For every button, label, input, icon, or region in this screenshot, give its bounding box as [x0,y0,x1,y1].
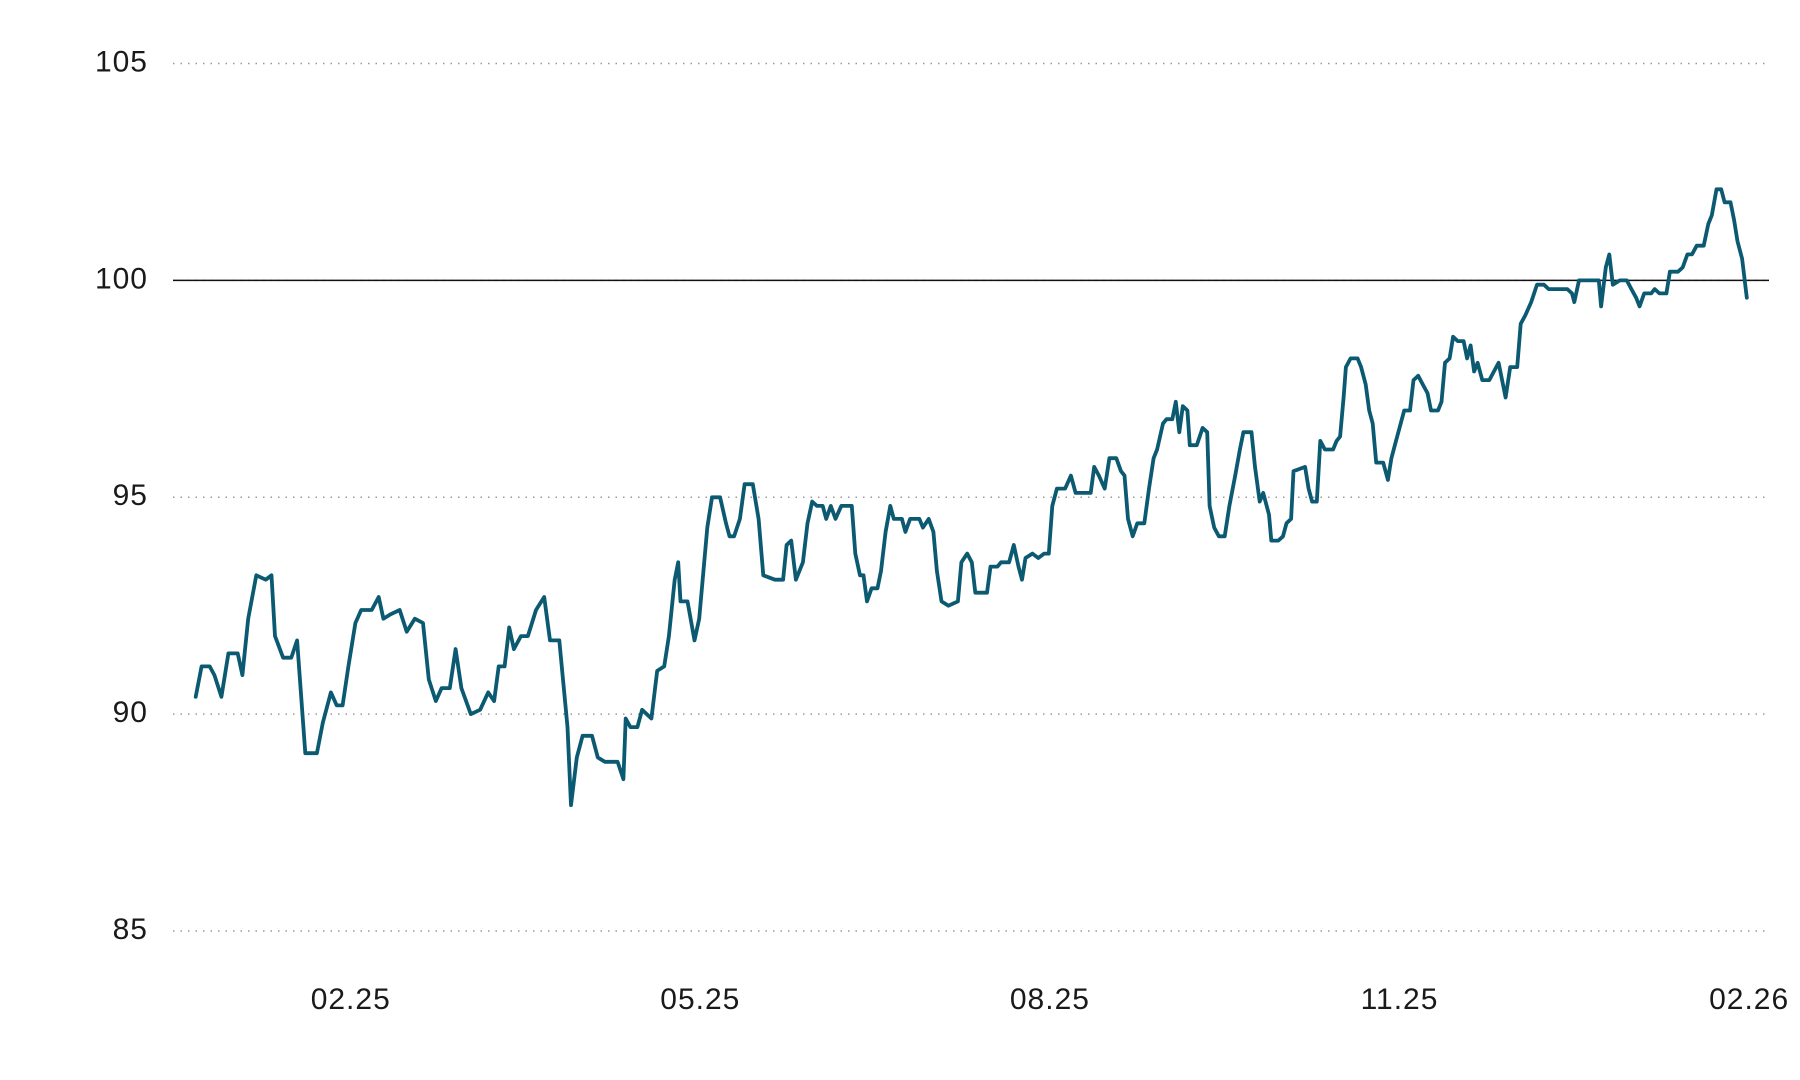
x-tick-label: 05.25 [660,983,740,1016]
y-tick-label: 85 [113,913,148,946]
x-tick-label: 02.26 [1709,983,1789,1016]
y-tick-label: 100 [95,262,148,295]
line-series [193,187,1749,808]
x-tick-label: 08.25 [1010,983,1090,1016]
y-tick-label: 90 [113,696,148,729]
x-tick-label: 11.25 [1361,983,1439,1016]
y-tick-label: 95 [113,479,148,512]
x-tick-label: 02.25 [311,983,391,1016]
y-tick-label: 105 [95,45,148,78]
